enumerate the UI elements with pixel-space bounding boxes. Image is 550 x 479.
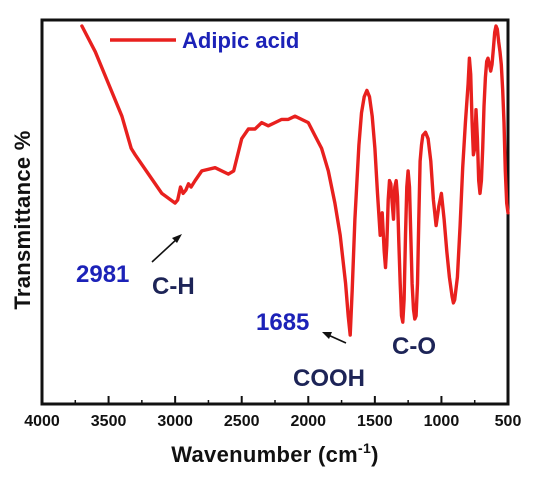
x-tick-label-3500: 3500 — [91, 413, 127, 430]
x-tick-label-3000: 3000 — [157, 413, 193, 430]
x-tick-label-2500: 2500 — [224, 413, 260, 430]
x-axis-title-suffix: ) — [371, 442, 379, 467]
x-tick-label-500: 500 — [495, 413, 522, 430]
x-tick-label-2000: 2000 — [290, 413, 326, 430]
arrow-2981 — [151, 237, 179, 263]
x-axis-title-superscript: -1 — [358, 440, 371, 456]
series-line-adipic-acid — [80, 24, 510, 337]
y-axis-title: Transmittance % — [10, 130, 35, 309]
annotation-1685-number: 1685 — [256, 309, 309, 336]
legend: Adipic acid — [110, 28, 299, 53]
legend-label: Adipic acid — [182, 28, 299, 53]
x-tick-label-1500: 1500 — [357, 413, 393, 430]
x-axis-title: Wavenumber (cm-1) — [171, 440, 378, 467]
arrowhead-1685-icon — [322, 332, 332, 339]
arrowhead-2981-icon — [172, 234, 182, 243]
annotation-arrows — [151, 234, 347, 344]
annotation-2981-label: C-H — [152, 273, 195, 300]
x-tick-label-4000: 4000 — [24, 413, 60, 430]
x-tick-label-1000: 1000 — [424, 413, 460, 430]
x-axis-ticks: 4000 3500 3000 2500 2000 1500 1000 500 — [24, 396, 521, 430]
annotation-1685-label: COOH — [293, 365, 365, 392]
annotation-co-label: C-O — [392, 333, 436, 360]
x-axis-title-main: Wavenumber (cm — [171, 442, 358, 467]
annotation-2981-number: 2981 — [76, 261, 129, 288]
